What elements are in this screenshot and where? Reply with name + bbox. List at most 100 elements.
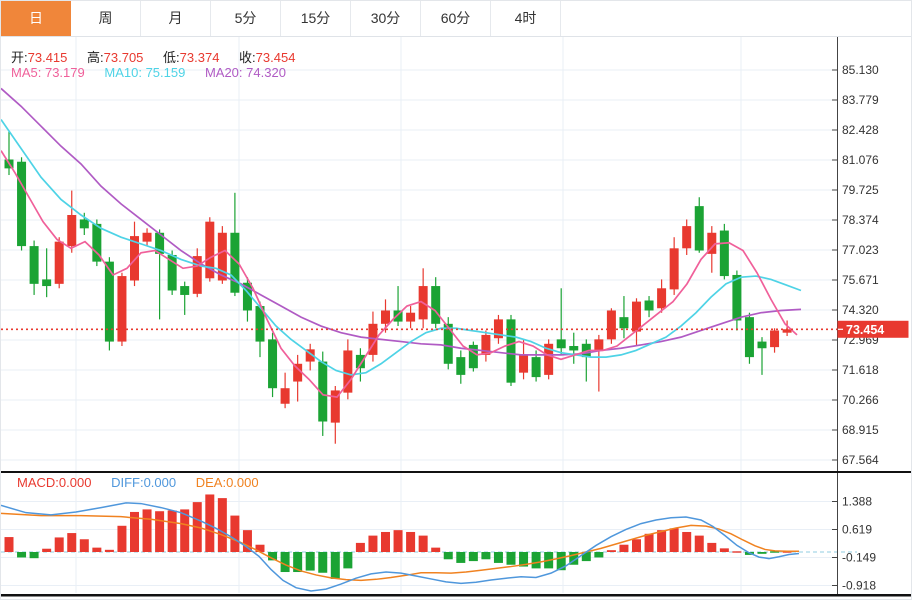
candle-up[interactable] (606, 310, 616, 340)
candle-down[interactable] (443, 323, 453, 364)
candle-up[interactable] (519, 354, 529, 373)
macd-bar-positive[interactable] (644, 533, 654, 552)
macd-bar-positive[interactable] (657, 530, 667, 552)
candle-up[interactable] (406, 312, 416, 322)
candle-up[interactable] (481, 334, 491, 355)
candle-down[interactable] (92, 223, 102, 262)
candle-up[interactable] (305, 349, 315, 362)
candle-down[interactable] (456, 357, 466, 375)
candle-up[interactable] (343, 350, 353, 393)
candle-down[interactable] (644, 300, 654, 311)
macd-bar-negative[interactable] (330, 552, 340, 579)
candle-up[interactable] (54, 241, 64, 284)
candle-up[interactable] (67, 215, 77, 247)
macd-bar-positive[interactable] (255, 544, 265, 552)
macd-bar-positive[interactable] (142, 509, 152, 552)
candle-down[interactable] (230, 232, 240, 293)
candle-up[interactable] (544, 343, 554, 375)
candle-down[interactable] (104, 261, 114, 342)
macd-bar-positive[interactable] (355, 542, 365, 552)
macd-bar-positive[interactable] (632, 539, 641, 552)
candle-down[interactable] (531, 357, 541, 378)
macd-bar-positive[interactable] (4, 537, 14, 552)
tab-5min[interactable]: 5分 (211, 1, 281, 36)
macd-bar-positive[interactable] (669, 528, 679, 552)
macd-bar-negative[interactable] (569, 552, 579, 565)
candle-down[interactable] (506, 319, 516, 383)
candle-down[interactable] (167, 254, 177, 291)
macd-bar-negative[interactable] (443, 552, 453, 560)
macd-bar-positive[interactable] (117, 525, 127, 552)
macd-bar-negative[interactable] (506, 552, 516, 565)
macd-bar-positive[interactable] (79, 539, 89, 552)
candle-up[interactable] (594, 339, 604, 351)
macd-bar-positive[interactable] (694, 535, 704, 552)
macd-bar-positive[interactable] (682, 531, 692, 552)
macd-bar-negative[interactable] (280, 552, 290, 573)
candle-up[interactable] (782, 329, 792, 333)
candle-down[interactable] (468, 344, 478, 369)
macd-bar-negative[interactable] (456, 552, 466, 563)
candle-down[interactable] (79, 219, 89, 229)
candle-down[interactable] (744, 317, 754, 358)
macd-bar-positive[interactable] (431, 547, 441, 552)
candle-up[interactable] (280, 388, 290, 404)
macd-bar-negative[interactable] (770, 551, 780, 553)
candle-up[interactable] (770, 330, 780, 348)
candle-down[interactable] (732, 274, 742, 321)
candle-up[interactable] (192, 256, 202, 294)
macd-bar-positive[interactable] (732, 551, 742, 553)
macd-bar-positive[interactable] (707, 542, 717, 552)
macd-bar-negative[interactable] (17, 552, 27, 558)
tab-day[interactable]: 日 (1, 1, 71, 36)
macd-bar-negative[interactable] (519, 552, 529, 567)
macd-bar-negative[interactable] (556, 552, 566, 571)
candle-up[interactable] (205, 221, 215, 279)
candle-up[interactable] (217, 232, 227, 281)
macd-bar-positive[interactable] (205, 494, 215, 552)
macd-bar-positive[interactable] (406, 531, 416, 552)
macd-bar-positive[interactable] (42, 548, 52, 552)
tab-60min[interactable]: 60分 (421, 1, 491, 36)
macd-bar-positive[interactable] (393, 530, 403, 552)
candle-up[interactable] (117, 276, 127, 342)
macd-bar-positive[interactable] (130, 511, 139, 552)
candle-down[interactable] (431, 286, 441, 324)
macd-bar-positive[interactable] (67, 533, 77, 552)
candle-down[interactable] (719, 230, 729, 277)
candle-up[interactable] (707, 232, 717, 254)
candle-up[interactable] (493, 319, 503, 339)
macd-chart-canvas[interactable]: 1.388 0.619 -0.149 -0.918 (1, 471, 912, 600)
price-chart-canvas[interactable]: 85.130 83.779 82.428 81.076 79.725 78.374 77.0… (1, 37, 912, 471)
macd-bar-negative[interactable] (481, 552, 491, 560)
candle-up[interactable] (682, 226, 692, 249)
candle-down[interactable] (619, 317, 629, 329)
tab-30min[interactable]: 30分 (351, 1, 421, 36)
candle-up[interactable] (381, 310, 390, 324)
macd-bar-positive[interactable] (368, 535, 378, 552)
candle-down[interactable] (318, 361, 328, 422)
macd-bar-positive[interactable] (217, 498, 227, 552)
candle-down[interactable] (393, 310, 403, 322)
candle-down[interactable] (42, 279, 52, 287)
macd-bar-negative[interactable] (493, 552, 503, 563)
candle-down[interactable] (17, 161, 27, 247)
macd-bar-positive[interactable] (619, 544, 629, 552)
candle-up[interactable] (657, 288, 667, 309)
macd-bar-positive[interactable] (230, 515, 240, 552)
candle-down[interactable] (29, 246, 39, 284)
macd-bar-positive[interactable] (242, 530, 252, 552)
candle-down[interactable] (569, 346, 579, 351)
candle-down[interactable] (268, 339, 278, 389)
candle-down[interactable] (355, 354, 365, 369)
candle-up[interactable] (330, 390, 340, 423)
candle-down[interactable] (255, 306, 265, 342)
macd-bar-negative[interactable] (318, 552, 328, 573)
macd-bar-negative[interactable] (468, 552, 478, 562)
macd-bar-negative[interactable] (268, 552, 278, 561)
macd-bar-positive[interactable] (54, 537, 64, 552)
macd-bar-negative[interactable] (343, 552, 353, 569)
candle-down[interactable] (180, 286, 190, 295)
macd-bar-positive[interactable] (104, 549, 114, 552)
macd-bar-negative[interactable] (29, 552, 39, 559)
